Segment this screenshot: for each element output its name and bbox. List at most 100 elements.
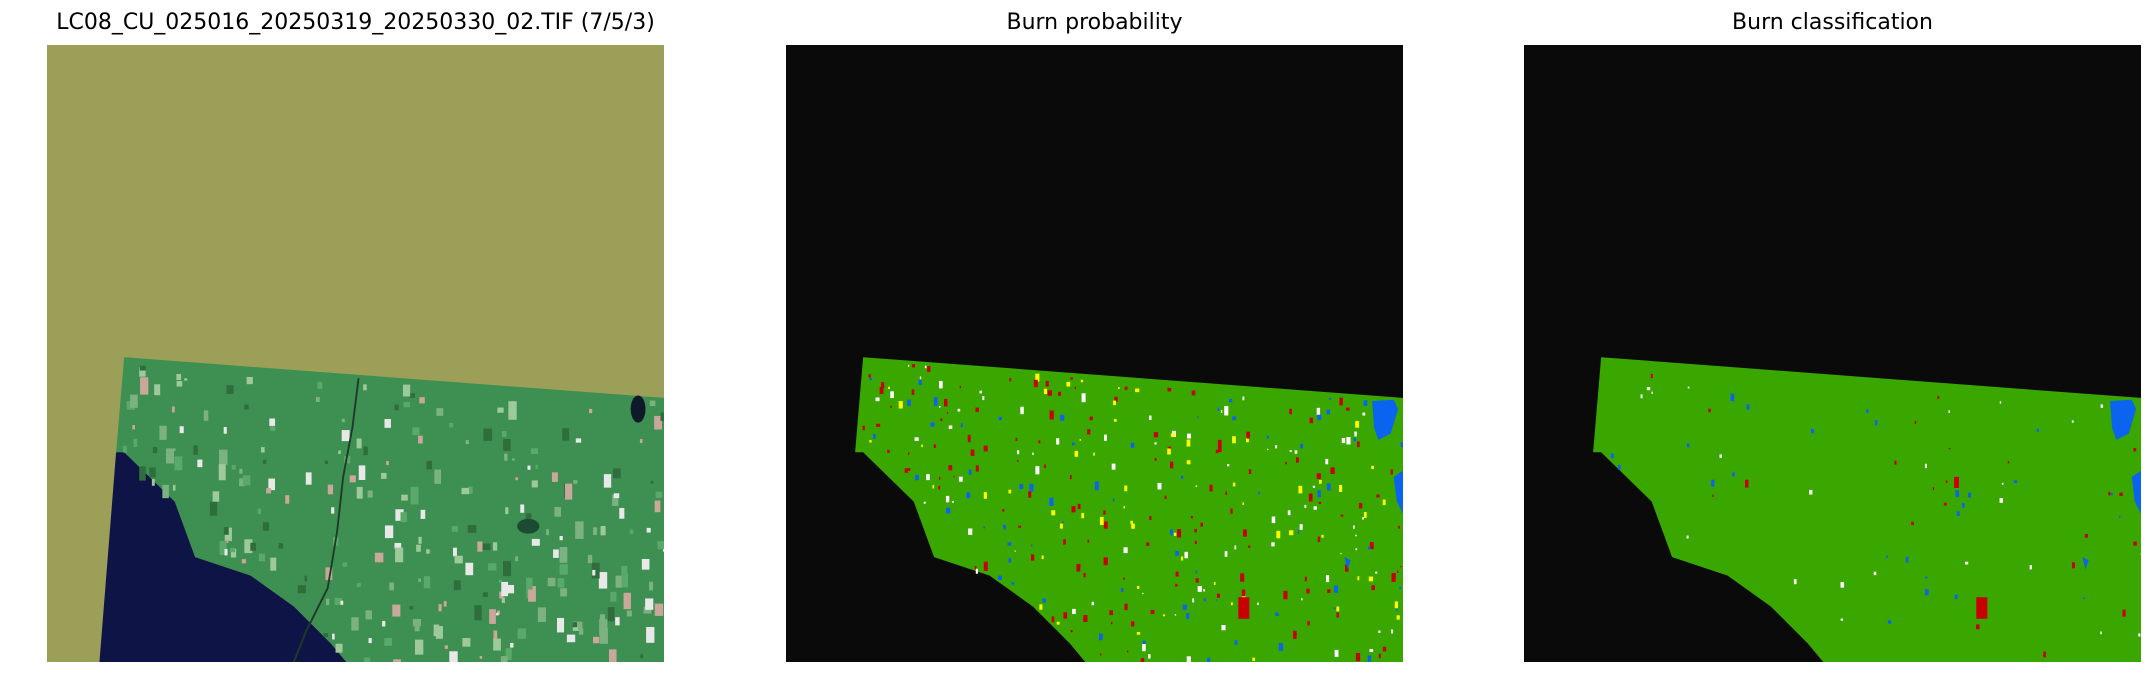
probability-pixel bbox=[1293, 630, 1297, 639]
burn-probability-panel bbox=[786, 45, 1403, 662]
land-texture bbox=[531, 538, 540, 546]
probability-pixel bbox=[1180, 556, 1184, 561]
probability-pixel bbox=[933, 444, 937, 449]
probability-pixel bbox=[1035, 373, 1040, 382]
probability-pixel bbox=[1186, 439, 1191, 447]
land-texture bbox=[139, 367, 146, 377]
land-texture bbox=[577, 621, 583, 630]
probability-pixel bbox=[1336, 612, 1339, 618]
probability-pixel bbox=[1063, 539, 1066, 545]
probability-pixel bbox=[1246, 431, 1250, 439]
land-texture bbox=[649, 400, 656, 407]
land-texture bbox=[179, 426, 184, 434]
land-texture bbox=[209, 501, 218, 516]
land-texture bbox=[528, 586, 536, 602]
probability-pixel bbox=[1007, 542, 1012, 546]
land-texture bbox=[304, 575, 308, 582]
land-texture bbox=[384, 419, 391, 428]
land-texture bbox=[520, 504, 525, 513]
land-texture bbox=[454, 555, 463, 564]
land-texture bbox=[479, 656, 483, 659]
probability-pixel bbox=[1287, 510, 1291, 516]
classified-pixel bbox=[1809, 489, 1813, 495]
probability-pixel bbox=[1033, 379, 1038, 388]
land-texture bbox=[566, 634, 576, 643]
probability-pixel bbox=[1049, 497, 1054, 506]
probability-pixel bbox=[1319, 479, 1322, 484]
probability-pixel bbox=[1353, 437, 1356, 442]
land-texture bbox=[331, 507, 335, 514]
probability-pixel bbox=[1308, 493, 1313, 502]
land-texture bbox=[423, 576, 431, 589]
probability-pixel bbox=[1232, 436, 1236, 444]
land-texture bbox=[547, 577, 556, 587]
probability-pixel bbox=[1266, 448, 1269, 451]
land-texture bbox=[132, 425, 135, 430]
probability-pixel bbox=[1358, 502, 1363, 509]
probability-pixel bbox=[1336, 606, 1340, 612]
probability-pixel bbox=[890, 391, 894, 399]
land-texture bbox=[152, 447, 158, 454]
land-texture bbox=[626, 610, 632, 617]
classified-pixel bbox=[1956, 511, 1960, 516]
probability-pixel bbox=[1215, 449, 1219, 454]
land-texture bbox=[257, 508, 261, 515]
land-texture bbox=[401, 494, 408, 501]
classified-pixel bbox=[1999, 498, 2003, 503]
land-texture bbox=[176, 381, 183, 387]
probability-pixel bbox=[1074, 386, 1076, 389]
probability-pixel bbox=[890, 405, 892, 408]
classified-pixel bbox=[1646, 387, 1651, 391]
land-texture bbox=[565, 483, 573, 500]
probability-pixel bbox=[1103, 557, 1108, 566]
land-texture bbox=[573, 480, 578, 484]
probability-pixel bbox=[888, 386, 890, 390]
probability-pixel bbox=[1186, 613, 1190, 619]
lake bbox=[517, 518, 540, 534]
land-texture bbox=[414, 624, 420, 632]
probability-pixel bbox=[1248, 469, 1252, 474]
classified-pixel bbox=[1948, 410, 1951, 413]
probability-pixel bbox=[1140, 658, 1145, 662]
probability-pixel bbox=[1317, 536, 1321, 543]
land-texture bbox=[493, 638, 501, 651]
land-texture bbox=[285, 495, 290, 504]
classified-pixel bbox=[1894, 460, 1897, 465]
classified-pixel bbox=[2119, 492, 2123, 496]
probability-pixel bbox=[1203, 598, 1206, 602]
land-texture bbox=[218, 464, 226, 481]
probability-pixel bbox=[1169, 461, 1174, 469]
land-texture bbox=[621, 565, 628, 579]
land-texture bbox=[482, 543, 491, 551]
land-texture bbox=[224, 548, 228, 556]
land-texture bbox=[589, 408, 593, 414]
probability-pixel bbox=[1008, 489, 1012, 494]
classified-pixel bbox=[1810, 429, 1815, 434]
probability-pixel bbox=[967, 436, 971, 443]
probability-pixel bbox=[1070, 629, 1073, 633]
probability-pixel bbox=[1081, 393, 1086, 403]
probability-pixel bbox=[1070, 377, 1073, 380]
probability-pixel bbox=[1382, 646, 1387, 652]
land-texture bbox=[426, 460, 432, 470]
land-texture bbox=[384, 638, 392, 646]
panel-title-composite: LC08_CU_025016_20250319_20250330_02.TIF … bbox=[56, 10, 655, 35]
land-texture bbox=[381, 472, 387, 479]
land-texture bbox=[172, 484, 176, 491]
land-texture bbox=[270, 426, 276, 431]
land-texture bbox=[654, 415, 663, 430]
river bbox=[292, 378, 360, 662]
land-texture bbox=[599, 628, 608, 644]
land-texture bbox=[500, 656, 508, 662]
land-texture bbox=[342, 562, 348, 567]
land-texture bbox=[139, 466, 146, 481]
probability-pixel bbox=[1300, 443, 1304, 449]
land-texture bbox=[395, 509, 404, 521]
probability-pixel bbox=[1334, 585, 1339, 593]
probability-pixel bbox=[1051, 510, 1056, 516]
probability-pixel bbox=[1276, 530, 1281, 539]
classified-pixel bbox=[1793, 579, 1797, 585]
probability-pixel bbox=[879, 386, 884, 394]
probability-pixel bbox=[1391, 629, 1394, 634]
land-texture bbox=[174, 456, 183, 471]
